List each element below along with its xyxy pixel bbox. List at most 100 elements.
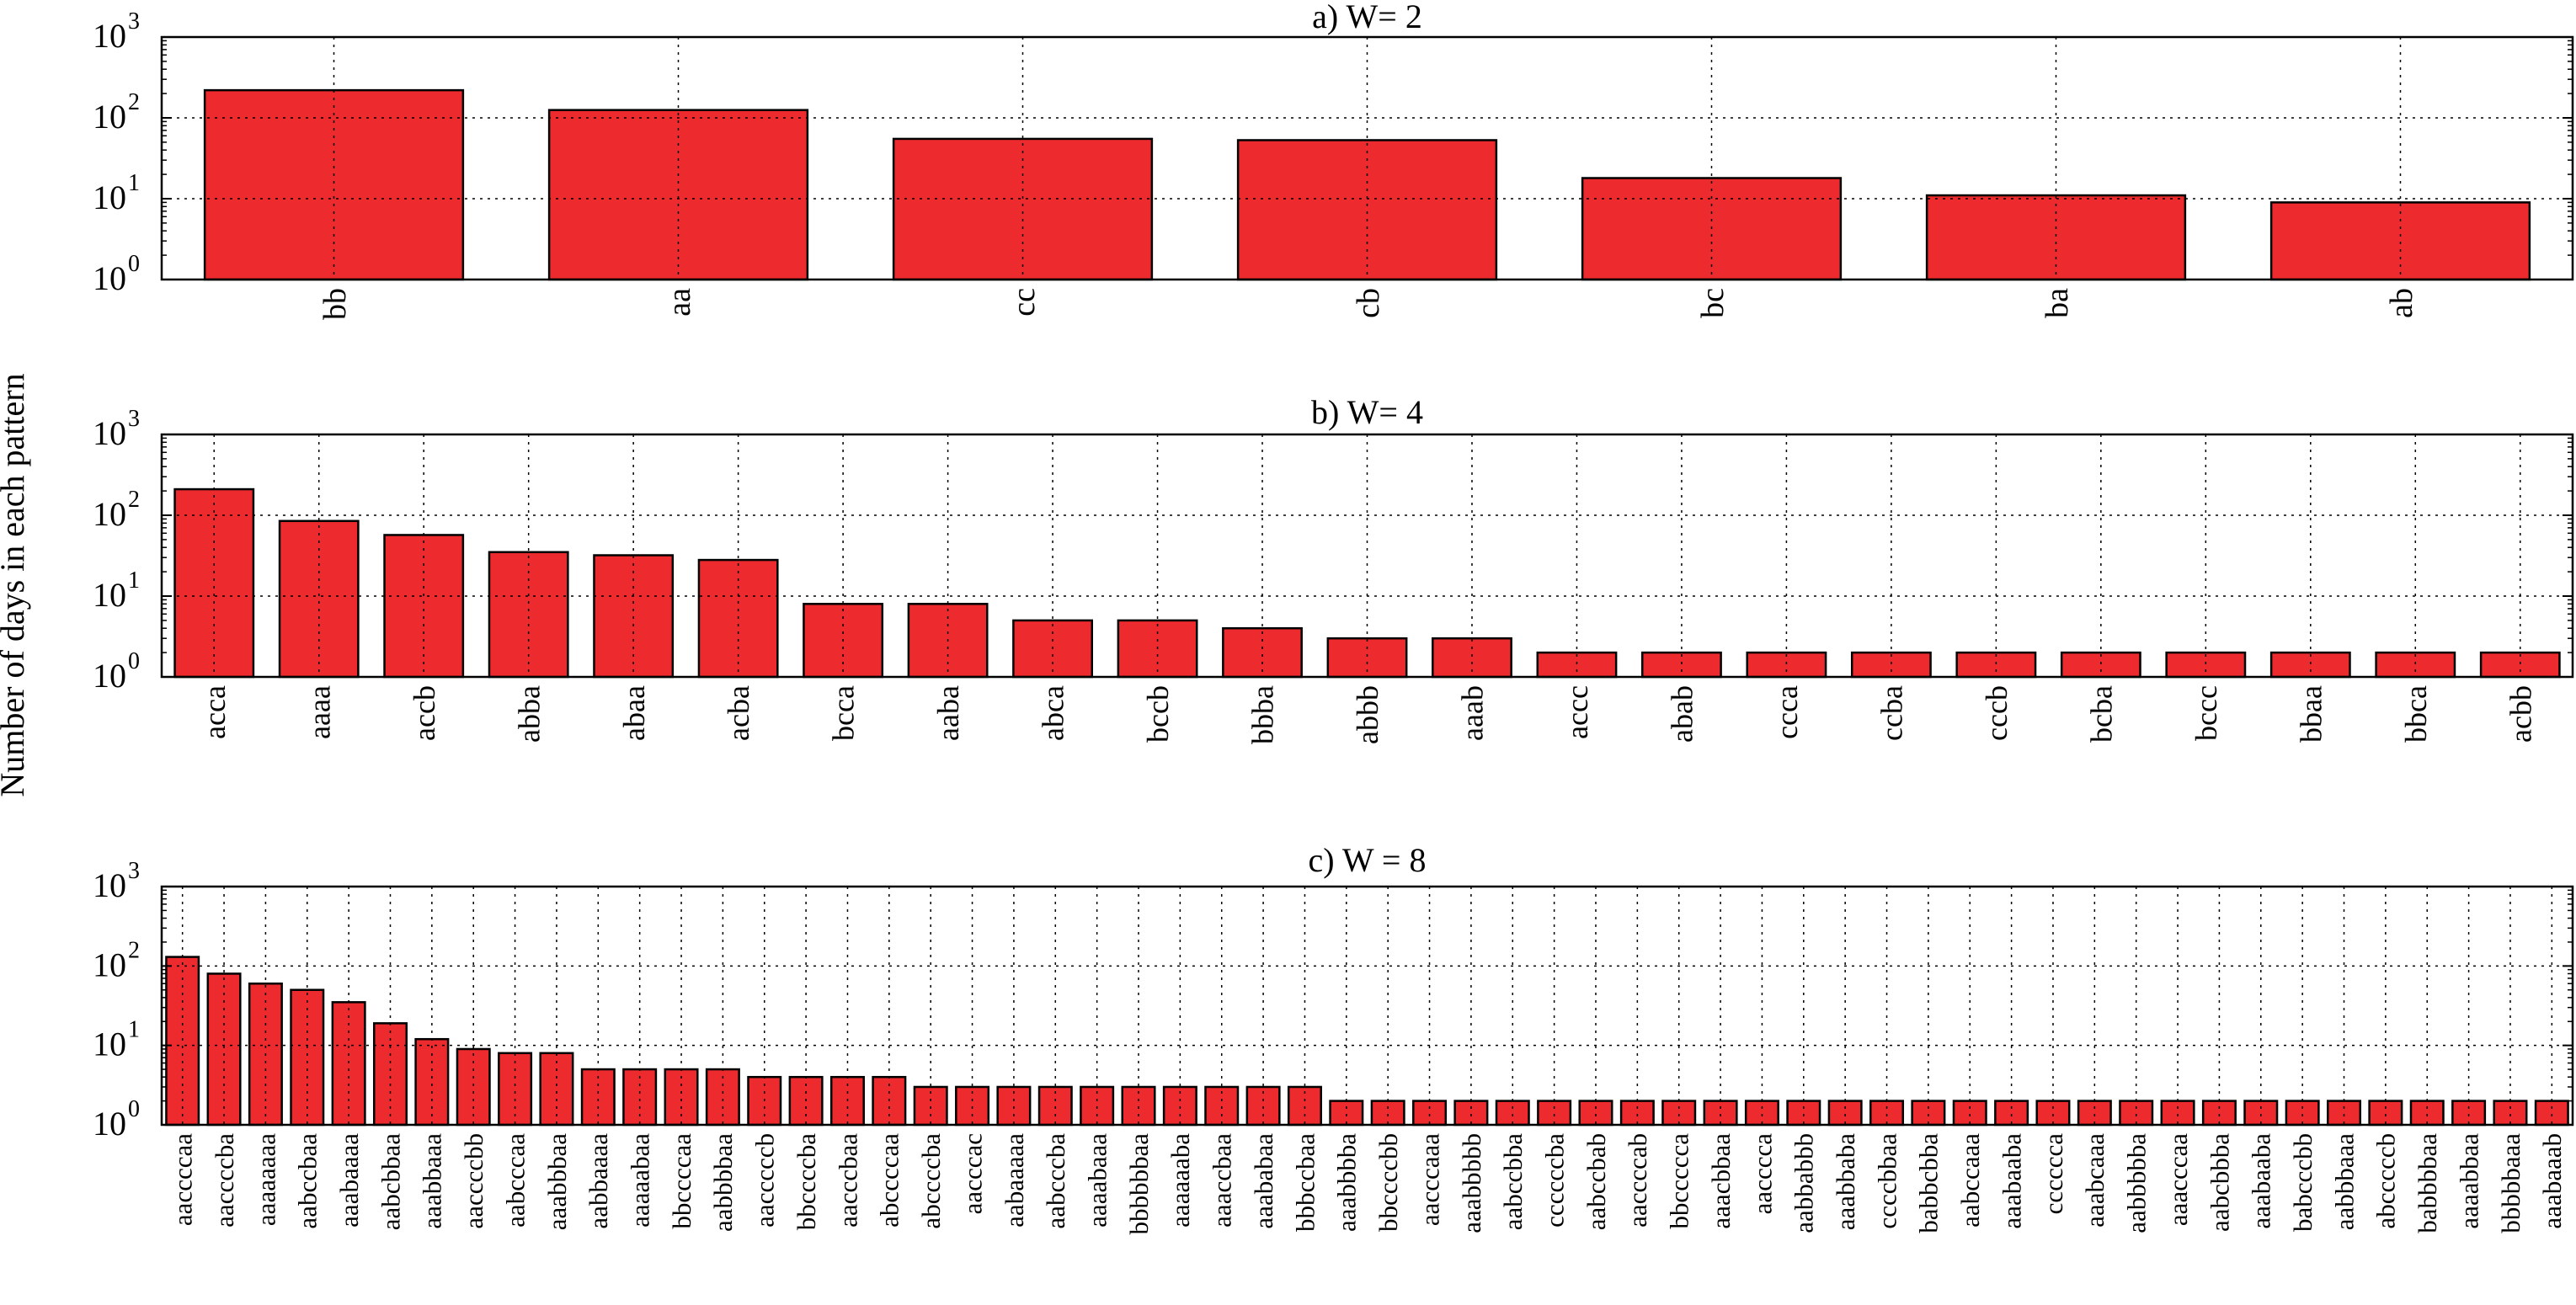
bar	[1162, 1085, 1197, 1127]
y-tick-exponent: 2	[128, 937, 140, 963]
x-tick-label: bb	[317, 288, 353, 320]
y-tick-label: 10	[93, 17, 126, 55]
x-tick-label: bbaa	[2294, 685, 2328, 743]
bar	[1619, 1100, 1655, 1127]
x-tick-label: aacccaaa	[1415, 1133, 1444, 1226]
x-tick-label: aacccac	[957, 1133, 987, 1214]
y-tick-base: 10	[93, 1105, 126, 1143]
x-tick-label: ccca	[1770, 685, 1804, 739]
y-tick-label: 10	[93, 98, 126, 136]
y-tick-label: 10	[93, 576, 126, 614]
bar	[1952, 1100, 1987, 1127]
bar	[383, 534, 465, 679]
x-tick-label: aaccccbb	[459, 1133, 488, 1229]
x-tick-label: bbccccbb	[1373, 1133, 1403, 1232]
x-tick-label: aaacccaa	[2163, 1133, 2193, 1226]
bar	[1827, 1100, 1863, 1127]
x-tick-label: acba	[722, 685, 755, 741]
y-tick-base: 10	[93, 945, 126, 983]
y-tick-base: 10	[93, 178, 126, 216]
x-tick-label: aabbbbba	[2122, 1133, 2152, 1233]
bar	[2409, 1100, 2445, 1127]
y-tick-exponent: 3	[128, 8, 140, 35]
x-tick-label: aabcbbaa	[376, 1133, 405, 1231]
x-tick-label: abba	[512, 685, 546, 743]
bar	[1703, 1100, 1738, 1127]
y-tick-base: 10	[93, 866, 126, 904]
x-tick-label: babcccbb	[2288, 1133, 2317, 1232]
y-tick-label: 10	[93, 178, 126, 216]
y-tick-exponent: 0	[128, 251, 140, 277]
bar	[1537, 1100, 1572, 1127]
bar	[1994, 1100, 2029, 1127]
x-tick-label: aabbaaaa	[584, 1133, 613, 1229]
plot-frame	[160, 433, 2574, 679]
y-tick-exponent: 2	[128, 89, 140, 115]
plot-frame	[160, 35, 2574, 281]
x-tick-label: aaacbbaa	[1706, 1133, 1736, 1229]
bar	[1495, 1100, 1530, 1127]
bar	[1121, 1085, 1156, 1127]
y-tick-exponent: 1	[128, 567, 140, 594]
y-tick-label: 10	[93, 1025, 126, 1063]
y-tick-exponent: 1	[128, 170, 140, 196]
x-tick-label: abab	[1666, 685, 1699, 743]
x-tick-label: accb	[408, 685, 441, 741]
x-tick-label: aaababaa	[1249, 1133, 1278, 1229]
x-tick-label: babbcbba	[1914, 1133, 1944, 1233]
x-tick-label: aaabbaaa	[418, 1133, 447, 1229]
x-tick-label: ccccbbaa	[1872, 1133, 1901, 1229]
x-tick-label: bcca	[827, 685, 861, 741]
x-tick-label: bbccccba	[792, 1133, 821, 1231]
bar	[173, 487, 255, 679]
bar	[593, 554, 675, 679]
x-tick-label: acca	[198, 685, 232, 739]
x-tick-label: ccccccba	[1539, 1133, 1569, 1228]
bar	[547, 109, 809, 281]
x-tick-label: aaabbaba	[1831, 1133, 1860, 1231]
x-tick-label: ab	[2384, 288, 2419, 318]
x-tick-label: cb	[1351, 288, 1386, 318]
x-tick-label: bcba	[2084, 685, 2118, 743]
bar	[331, 1001, 366, 1127]
bar	[1412, 1100, 1448, 1127]
x-tick-label: aabcccaa	[500, 1133, 530, 1228]
chart-title: b) W= 4	[1311, 393, 1423, 431]
y-tick-base: 10	[93, 98, 126, 136]
y-tick-exponent: 0	[128, 1096, 140, 1122]
x-tick-label: bbccccca	[1665, 1133, 1694, 1229]
bar	[2077, 1100, 2112, 1127]
chart-title: c) W = 8	[1309, 841, 1427, 879]
bar	[2119, 1100, 2154, 1127]
x-tick-label: aabcbbba	[2205, 1133, 2234, 1232]
plot-frame	[160, 885, 2574, 1127]
x-tick-label: abaa	[617, 685, 651, 741]
bar	[1222, 626, 1303, 679]
x-tick-label: bbca	[2399, 685, 2433, 743]
bar	[2160, 1100, 2195, 1127]
bar	[2035, 1100, 2071, 1127]
bar	[1536, 651, 1618, 679]
bar	[892, 137, 1154, 281]
bar	[1370, 1100, 1405, 1127]
x-tick-label: aaaccbaa	[1208, 1133, 1237, 1228]
bar	[1869, 1100, 1905, 1127]
x-tick-label: aaabaaba	[1997, 1133, 2026, 1229]
bar	[1326, 637, 1408, 679]
x-tick-label: abccccaa	[875, 1133, 904, 1228]
x-tick-label: cccccca	[2039, 1133, 2068, 1215]
x-tick-label: bbbbbbaa	[1124, 1133, 1154, 1235]
y-tick-base: 10	[93, 259, 126, 297]
x-tick-label: aabbbaaa	[2329, 1133, 2359, 1231]
x-tick-label: bbba	[1246, 685, 1280, 744]
bar	[206, 972, 242, 1127]
bar	[2327, 1100, 2362, 1127]
x-tick-label: aaabbbba	[1332, 1133, 1362, 1232]
x-tick-label: aabccbaa	[293, 1133, 323, 1229]
y-tick-base: 10	[93, 657, 126, 695]
y-tick-exponent: 3	[128, 858, 140, 884]
bar	[2269, 201, 2531, 281]
